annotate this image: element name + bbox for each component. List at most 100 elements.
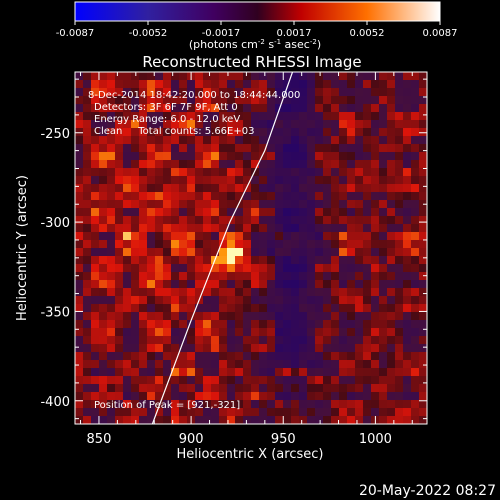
heatmap-cell <box>235 192 244 201</box>
heatmap-cell <box>99 320 108 329</box>
heatmap-cell <box>251 144 260 153</box>
heatmap-cell <box>211 400 220 409</box>
heatmap-cell <box>115 80 124 89</box>
heatmap-cell <box>275 336 284 345</box>
heatmap-cell <box>99 400 108 409</box>
heatmap-cell <box>331 184 340 193</box>
heatmap-cell <box>275 168 284 177</box>
heatmap-cell <box>267 344 276 353</box>
heatmap-cell <box>395 248 404 257</box>
heatmap-cell <box>75 88 84 97</box>
heatmap-cell <box>291 416 300 424</box>
heatmap-cell <box>307 392 316 401</box>
heatmap-cell <box>283 256 292 265</box>
heatmap-cell <box>395 232 404 241</box>
heatmap-cell <box>75 232 84 241</box>
heatmap-cell <box>315 136 324 145</box>
heatmap-cell <box>227 336 236 345</box>
heatmap-cell <box>83 144 92 153</box>
heatmap-cell <box>219 128 228 137</box>
heatmap-cell <box>251 224 260 233</box>
heatmap-cell <box>187 328 196 337</box>
heatmap-cell <box>235 328 244 337</box>
heatmap-cell <box>307 232 316 241</box>
heatmap-cell <box>283 264 292 273</box>
heatmap-cell <box>179 288 188 297</box>
heatmap-cell <box>83 320 92 329</box>
heatmap-cell <box>395 400 404 409</box>
heatmap-cell <box>331 384 340 393</box>
heatmap-cell <box>291 296 300 305</box>
heatmap-cell <box>123 408 132 417</box>
heatmap-cell <box>363 264 372 273</box>
heatmap-cell <box>195 112 204 121</box>
heatmap-cell <box>91 376 100 385</box>
heatmap-cell <box>331 240 340 249</box>
heatmap-cell <box>243 376 252 385</box>
heatmap-cell <box>83 240 92 249</box>
heatmap-cell <box>307 288 316 297</box>
heatmap-cell <box>211 208 220 217</box>
heatmap-cell <box>83 224 92 233</box>
heatmap-cell <box>243 104 252 113</box>
heatmap-cell <box>123 296 132 305</box>
heatmap-cell <box>347 280 356 289</box>
heatmap-cell <box>131 88 140 97</box>
heatmap-cell <box>123 272 132 281</box>
heatmap-cell <box>275 400 284 409</box>
heatmap-cell <box>251 280 260 289</box>
heatmap-cell <box>195 160 204 169</box>
heatmap-cell <box>139 160 148 169</box>
heatmap-cell <box>187 400 196 409</box>
heatmap-cell <box>203 136 212 145</box>
heatmap-cell <box>395 360 404 369</box>
heatmap-cell <box>147 296 156 305</box>
heatmap-cell <box>155 288 164 297</box>
heatmap-cell <box>91 224 100 233</box>
heatmap-cell <box>347 216 356 225</box>
heatmap-cell <box>187 152 196 161</box>
heatmap-cell <box>195 328 204 337</box>
heatmap-cell <box>187 280 196 289</box>
heatmap-cell <box>315 232 324 241</box>
y-tick-label: -400 <box>40 395 70 410</box>
heatmap-cell <box>195 336 204 345</box>
heatmap-cell <box>75 152 84 161</box>
heatmap-cell <box>291 176 300 185</box>
heatmap-cell <box>355 368 364 377</box>
heatmap-cell <box>99 96 108 105</box>
heatmap-cell <box>227 376 236 385</box>
heatmap-cell <box>203 208 212 217</box>
heatmap-cell <box>235 184 244 193</box>
heatmap-cell <box>115 296 124 305</box>
timestamp: 20-May-2022 08:27 <box>359 483 496 499</box>
heatmap-cell <box>155 216 164 225</box>
heatmap-cell <box>219 408 228 417</box>
heatmap-cell <box>227 280 236 289</box>
heatmap-cell <box>203 144 212 153</box>
heatmap-cell <box>107 176 116 185</box>
heatmap-cell <box>139 352 148 361</box>
heatmap-cell <box>147 320 156 329</box>
heatmap-cell <box>395 264 404 273</box>
heatmap-cell <box>299 200 308 209</box>
heatmap-cell <box>251 392 260 401</box>
heatmap-cell <box>235 304 244 313</box>
heatmap-cell <box>251 296 260 305</box>
heatmap-cell <box>139 88 148 97</box>
heatmap-cell <box>267 112 276 121</box>
heatmap-cell <box>363 400 372 409</box>
heatmap-cell <box>275 280 284 289</box>
heatmap-cell <box>203 184 212 193</box>
heatmap-cell <box>347 368 356 377</box>
heatmap-cell <box>259 184 268 193</box>
heatmap-cell <box>379 384 388 393</box>
heatmap-cell <box>267 312 276 321</box>
heatmap-cell <box>403 336 412 345</box>
heatmap-cell <box>163 72 172 81</box>
heatmap-cell <box>307 336 316 345</box>
heatmap-cell <box>315 216 324 225</box>
heatmap-cell <box>163 200 172 209</box>
heatmap-cell <box>307 96 316 105</box>
heatmap-cell <box>395 344 404 353</box>
